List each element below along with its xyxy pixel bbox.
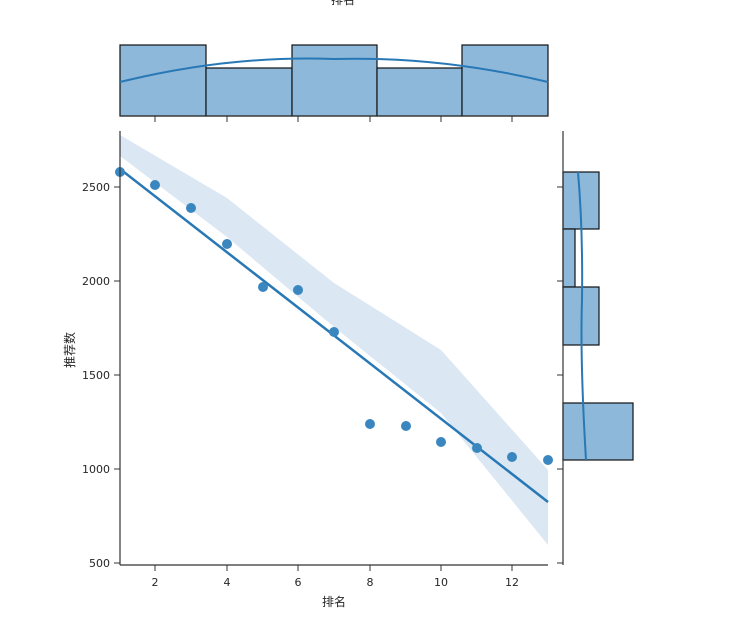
- svg-text:12: 12: [505, 576, 519, 589]
- x-tick-labels: 2 4 6 8 10 12: [152, 576, 520, 589]
- svg-text:2: 2: [152, 576, 159, 589]
- kde-curve: [119, 57, 549, 83]
- confidence-band: [120, 135, 548, 545]
- hist-bar: [562, 228, 576, 288]
- hist-bar: [119, 44, 207, 117]
- kde-curve: [577, 171, 587, 461]
- hist-bar: [291, 44, 378, 117]
- svg-text:8: 8: [367, 576, 374, 589]
- scatter-points: [115, 167, 553, 465]
- svg-text:2500: 2500: [82, 181, 110, 194]
- hist-bar: [376, 67, 463, 117]
- y-tick-labels: 2500 2000 1500 1000 500: [82, 181, 110, 570]
- top-marginal-title: 排名: [331, 0, 355, 7]
- svg-text:4: 4: [224, 576, 231, 589]
- svg-text:1000: 1000: [82, 463, 110, 476]
- x-axis-label: 排名: [322, 594, 346, 609]
- svg-text:6: 6: [295, 576, 302, 589]
- hist-bar: [461, 44, 549, 117]
- svg-text:2000: 2000: [82, 275, 110, 288]
- y-axis-label: 推荐数: [62, 332, 77, 368]
- svg-text:500: 500: [89, 557, 110, 570]
- top-marginal-histogram: [119, 44, 549, 122]
- main-plot: 2500 2000 1500 1000 500 2 4 6 8 10 12 排名…: [62, 131, 553, 609]
- hist-bar: [205, 67, 293, 117]
- hist-bar: [562, 402, 634, 461]
- svg-text:1500: 1500: [82, 369, 110, 382]
- svg-text:10: 10: [434, 576, 448, 589]
- right-marginal-histogram: [557, 131, 634, 565]
